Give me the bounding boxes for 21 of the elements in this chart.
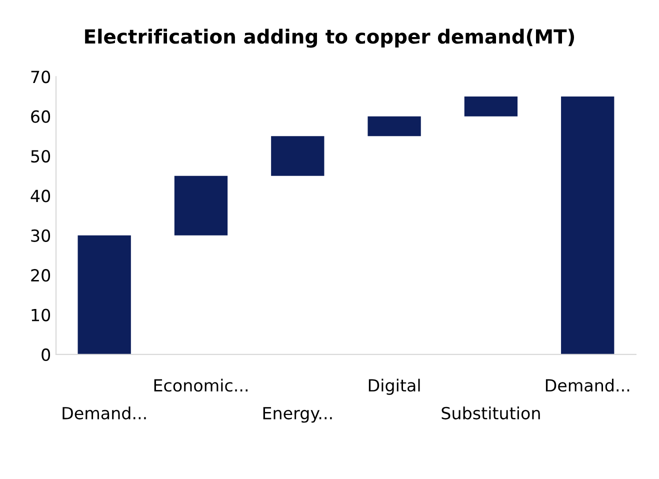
x-tick-label: Demand...	[546, 378, 630, 392]
x-tick-label: Demand...	[62, 406, 146, 420]
x-tick-label: Energy...	[263, 407, 332, 423]
x-tick-label: Economic...	[154, 378, 248, 392]
bar	[174, 176, 228, 236]
y-tick-label: 40	[30, 190, 50, 202]
bar	[561, 96, 614, 354]
bar	[464, 96, 518, 116]
y-tick-label: 0	[42, 348, 50, 362]
y-tick-label: 30	[31, 229, 50, 242]
bar	[78, 235, 131, 354]
x-tick-label: Substitution	[442, 406, 540, 420]
x-tick-label: Digital	[368, 378, 420, 395]
y-tick-label: 50	[31, 150, 50, 163]
y-tick-label: 10	[32, 308, 50, 322]
chart-title: Electrification adding to copper demand(MT)	[85, 28, 574, 48]
y-tick-label: 70	[31, 70, 50, 84]
bar	[271, 136, 324, 176]
bar	[368, 116, 421, 136]
y-tick-label: 60	[31, 110, 50, 123]
y-tick-label: 20	[31, 269, 50, 282]
